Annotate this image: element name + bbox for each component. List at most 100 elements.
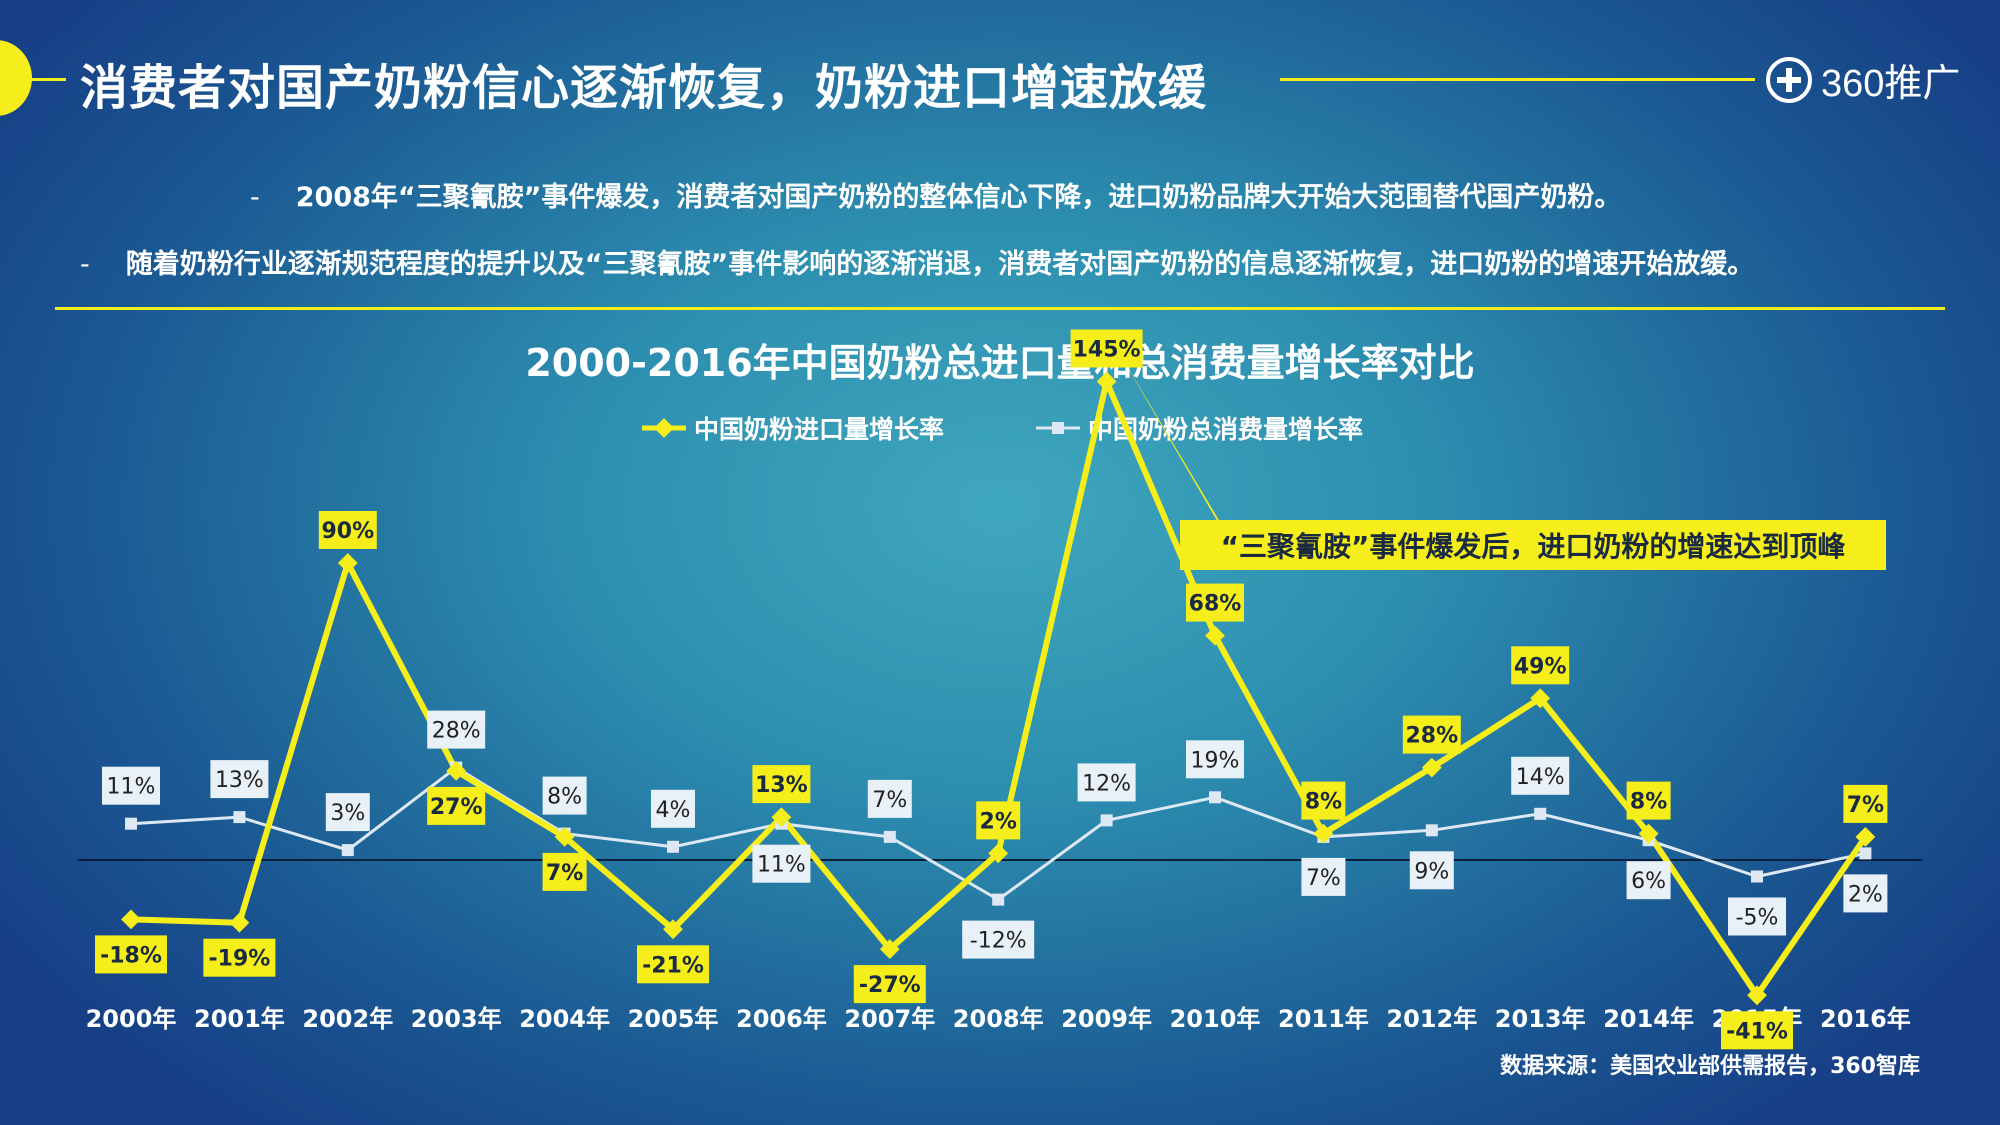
data-label-import-bg [1843, 784, 1888, 823]
data-label-import: 13% [755, 773, 808, 798]
data-label-import: 7% [546, 861, 583, 886]
data-point-import [1855, 827, 1876, 847]
data-label-import: 90% [321, 519, 374, 544]
data-point-import [1530, 688, 1551, 709]
data-label-consumption-bg [1077, 763, 1136, 802]
data-point-consumption [883, 830, 896, 843]
data-label-import: 68% [1189, 592, 1242, 617]
data-label-consumption: 11% [757, 853, 806, 878]
data-label-consumption-bg [752, 844, 811, 883]
x-tick-label: 2013年 [1495, 1005, 1586, 1033]
data-label-import: -21% [642, 953, 704, 978]
data-label-consumption: 7% [1306, 866, 1341, 891]
x-tick-label: 2009年 [1061, 1005, 1152, 1033]
data-label-import: 8% [1630, 790, 1667, 815]
data-point-import [1638, 823, 1659, 844]
data-label-import: 8% [1305, 790, 1342, 815]
data-label-import-bg [542, 852, 587, 891]
data-point-import [229, 912, 250, 933]
data-label-import-bg [427, 786, 486, 825]
data-label-import-bg [752, 765, 811, 804]
x-tick-label: 2011年 [1278, 1005, 1369, 1033]
data-label-consumption: -12% [970, 929, 1027, 954]
data-point-import [1747, 985, 1767, 1006]
data-point-import [1313, 823, 1334, 844]
data-point-import [771, 807, 792, 827]
logo-text: 360推广 [1821, 63, 1961, 105]
legend-item-import: 中国奶粉进口量增长率 [640, 410, 944, 446]
data-label-import-bg [318, 511, 377, 549]
data-label-consumption: 14% [1516, 765, 1565, 790]
data-label-import: -18% [100, 943, 162, 968]
data-point-import [1096, 371, 1117, 392]
x-tick-label: 2003年 [411, 1005, 502, 1033]
x-tick-label: 2000年 [86, 1005, 177, 1033]
bullet-2: - 随着奶粉行业逐渐规范程度的提升以及“三聚氰胺”事件影响的逐渐消退，消费者对国产… [80, 242, 1754, 281]
plus-circle-icon [1766, 56, 1812, 103]
data-label-consumption-bg [1728, 897, 1786, 936]
legend-marker-consumption [1036, 422, 1081, 434]
data-source: 数据来源：美国农业部供需报告，360智库 [1500, 1054, 1920, 1079]
data-point-consumption [125, 817, 137, 830]
data-label-consumption: 4% [656, 798, 691, 823]
data-label-consumption-bg [867, 779, 912, 818]
x-tick-label: 2008年 [953, 1005, 1044, 1033]
data-point-consumption [1534, 807, 1547, 820]
x-tick-label: 2012年 [1386, 1005, 1477, 1033]
bullet-1: - 2008年“三聚氰胺”事件爆发，消费者对国产奶粉的整体信心下降，进口奶粉品牌大… [250, 175, 1621, 214]
data-label-import-bg [1626, 781, 1671, 820]
data-label-consumption: 28% [432, 719, 481, 744]
legend-marker-import [642, 418, 686, 438]
data-label-consumption: 6% [1631, 869, 1666, 894]
data-label-import-bg [1402, 715, 1461, 754]
x-tick-label: 2014年 [1603, 1005, 1694, 1033]
x-tick-label: 2002年 [302, 1005, 393, 1033]
data-label-import-bg [95, 935, 167, 974]
data-label-import-bg [976, 801, 1021, 840]
data-label-consumption-bg [1409, 851, 1454, 890]
legend-label-import: 中国奶粉进口量增长率 [694, 415, 945, 444]
data-point-consumption [1425, 824, 1438, 837]
data-label-consumption: -5% [1736, 906, 1779, 931]
logo: 360推广 [1765, 52, 1960, 107]
data-point-consumption [992, 893, 1005, 906]
data-point-import [663, 919, 683, 940]
data-label-import-bg [1070, 329, 1143, 368]
bullet-text: 2008年“三聚氰胺”事件爆发，消费者对国产奶粉的整体信心下降，进口奶粉品牌大开… [295, 182, 1622, 213]
annotation-pointer [1116, 348, 1240, 560]
x-tick-label: 2004年 [519, 1005, 610, 1033]
data-label-consumption: 9% [1414, 859, 1449, 884]
x-tick-label: 2016年 [1820, 1005, 1911, 1033]
data-point-consumption [667, 840, 679, 853]
data-label-consumption-bg [1843, 874, 1888, 913]
data-point-import [879, 939, 900, 959]
page-title: 消费者对国产奶粉信心逐渐恢复，奶粉进口增速放缓 [80, 60, 1208, 116]
data-point-import [1205, 625, 1225, 646]
data-label-import: 2% [980, 809, 1017, 834]
data-point-consumption [1100, 814, 1113, 827]
x-tick-label: 2001年 [194, 1005, 285, 1033]
data-label-consumption-bg [1186, 740, 1244, 779]
data-label-consumption-bg [210, 760, 269, 799]
data-label-consumption: 12% [1082, 771, 1131, 796]
data-point-consumption [1209, 791, 1221, 804]
data-label-import: 145% [1073, 338, 1141, 363]
data-label-consumption-bg [962, 920, 1035, 959]
bullet-text: 随着奶粉行业逐渐规范程度的提升以及“三聚氰胺”事件影响的逐渐消退，消费者对国产奶… [125, 249, 1755, 280]
data-label-import: -41% [1726, 1019, 1788, 1044]
data-label-import-bg [1721, 1011, 1793, 1050]
data-label-consumption: 2% [1848, 882, 1883, 907]
x-tick-label: 2006年 [736, 1005, 827, 1033]
data-label-import-bg [637, 945, 709, 984]
title-accent-line-left [30, 78, 66, 81]
data-point-consumption [1751, 870, 1763, 883]
data-point-import [446, 761, 467, 781]
data-label-consumption-bg [1626, 861, 1671, 900]
data-label-consumption-bg [651, 789, 695, 828]
data-label-consumption: 3% [330, 801, 365, 826]
data-label-consumption: 7% [872, 788, 907, 813]
data-label-consumption-bg [1511, 756, 1570, 795]
data-point-import [1421, 757, 1442, 778]
section-divider [55, 307, 1945, 310]
